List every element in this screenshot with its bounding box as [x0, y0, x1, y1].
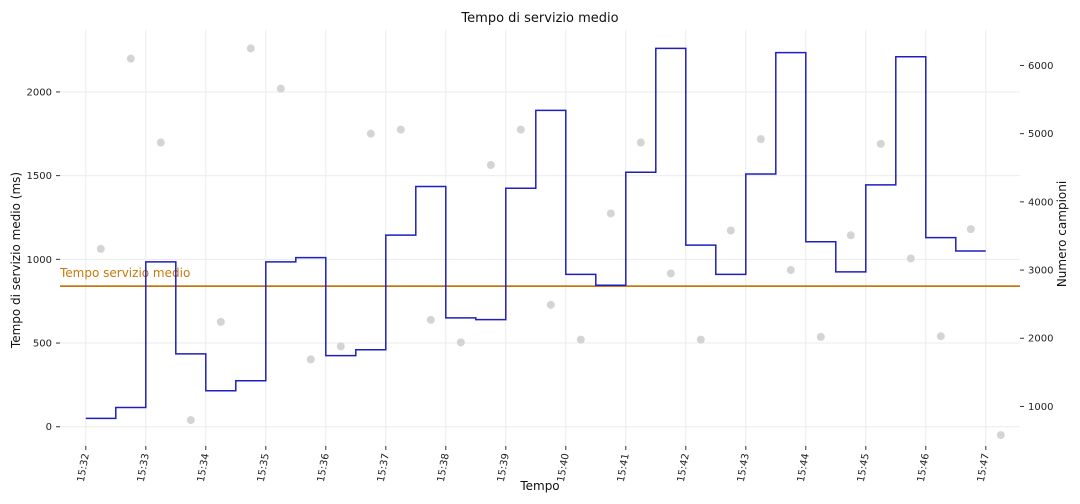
sample-count-scatter — [96, 44, 1005, 440]
right-y-tick-label: 3000 — [1028, 266, 1053, 277]
sample-count-point — [186, 416, 195, 425]
x-tick-label: 15:38 — [436, 453, 452, 483]
right-y-axis-ticks: 1000 2000 3000 4000 5000 6000 — [1020, 61, 1053, 413]
x-axis-title: Tempo — [519, 479, 559, 493]
sample-count-point — [906, 254, 915, 263]
right-y-axis-title: Numero campioni — [1055, 181, 1069, 287]
sample-count-point — [306, 355, 315, 364]
right-y-tick-label: 1000 — [1028, 402, 1053, 413]
sample-count-point — [846, 231, 855, 240]
x-tick-label: 15:44 — [796, 453, 812, 483]
right-y-tick-label: 4000 — [1028, 197, 1053, 208]
mean-service-time-step-series — [85, 47, 986, 420]
right-y-tick-label: 5000 — [1028, 129, 1053, 140]
sample-count-point — [126, 54, 135, 63]
x-tick-label: 15:47 — [976, 453, 992, 483]
left-y-tick-label: 1500 — [27, 171, 52, 182]
sample-count-point — [96, 244, 105, 253]
x-tick-label: 15:35 — [256, 453, 272, 483]
left-y-tick-label: 2000 — [27, 87, 52, 98]
sample-count-point — [696, 335, 705, 344]
reference-line-label: Tempo servizio medio — [59, 266, 190, 280]
sample-count-point — [336, 342, 345, 351]
sample-count-point — [366, 129, 375, 138]
sample-count-point — [726, 226, 735, 235]
x-axis-ticks: 15:32 15:33 15:34 15:35 15:36 15:37 15:38 15:39… — [76, 446, 992, 483]
sample-count-point — [546, 300, 555, 309]
x-tick-label: 15:40 — [556, 453, 572, 483]
sample-count-point — [246, 44, 255, 53]
x-tick-label: 15:39 — [496, 453, 512, 483]
x-tick-label: 15:43 — [736, 453, 752, 483]
sample-count-point — [456, 338, 465, 347]
step-line — [85, 47, 986, 420]
left-y-tick-label: 0 — [46, 422, 52, 433]
sample-count-point — [876, 139, 885, 148]
sample-count-point — [666, 269, 675, 278]
x-tick-label: 15:33 — [136, 453, 152, 483]
x-tick-label: 15:46 — [916, 453, 932, 483]
sample-count-point — [606, 209, 615, 218]
right-y-tick-label: 2000 — [1028, 334, 1053, 345]
x-tick-label: 15:42 — [676, 453, 692, 483]
x-tick-label: 15:37 — [376, 453, 392, 483]
sample-count-point — [276, 84, 285, 93]
sample-count-point — [996, 431, 1005, 440]
chart-title: Tempo di servizio medio — [460, 11, 618, 26]
x-tick-label: 15:32 — [76, 453, 92, 483]
sample-count-point — [516, 125, 525, 134]
grid-layer — [60, 30, 1020, 446]
left-y-tick-label: 1000 — [27, 255, 52, 266]
right-y-tick-label: 6000 — [1028, 61, 1053, 72]
sample-count-point — [426, 315, 435, 324]
sample-count-point — [936, 332, 945, 341]
sample-count-point — [156, 138, 165, 147]
reference-layer: Tempo servizio medio — [59, 266, 1020, 288]
sample-count-point — [216, 317, 225, 326]
left-y-axis-title: Tempo di servizio medio (ms) — [9, 172, 23, 349]
left-y-tick-label: 500 — [33, 339, 52, 350]
left-y-axis-ticks: 0 500 1000 1500 2000 — [27, 87, 60, 433]
x-tick-label: 15:36 — [316, 453, 332, 483]
x-tick-label: 15:41 — [616, 453, 632, 483]
sample-count-point — [786, 266, 795, 275]
sample-count-point — [576, 335, 585, 344]
x-tick-label: 15:34 — [196, 453, 212, 483]
sample-count-point — [816, 332, 825, 341]
x-tick-label: 15:45 — [856, 453, 872, 483]
sample-count-point — [966, 225, 975, 234]
sample-count-point — [396, 125, 405, 134]
sample-count-point — [486, 161, 495, 170]
sample-count-point — [756, 135, 765, 144]
sample-count-point — [636, 138, 645, 147]
